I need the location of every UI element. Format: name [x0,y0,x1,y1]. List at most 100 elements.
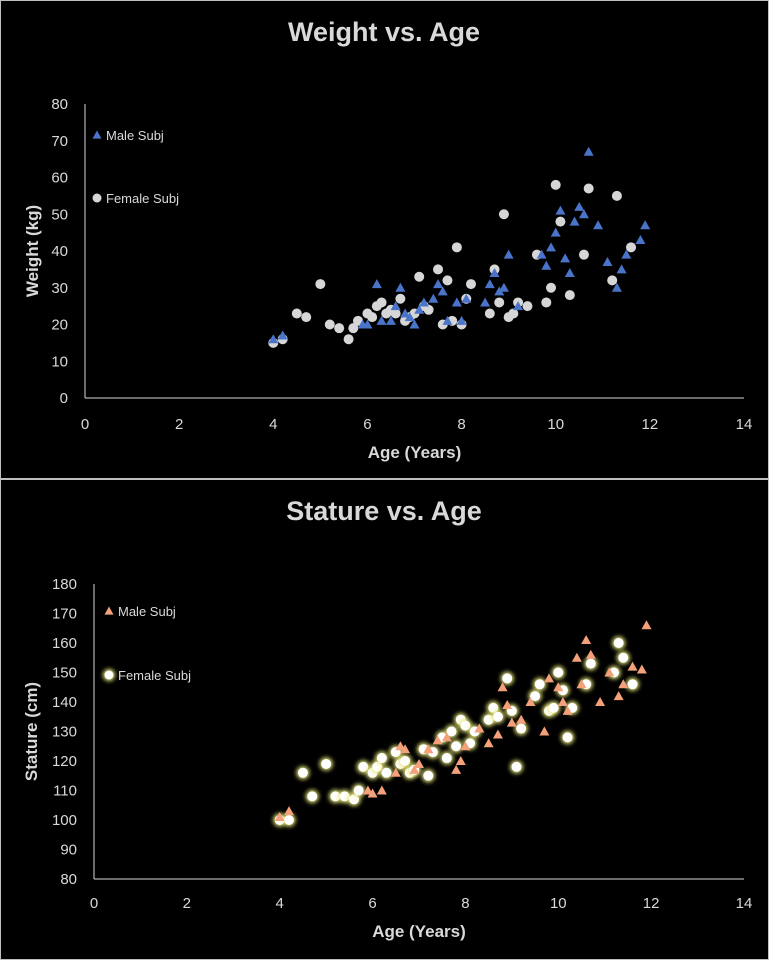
x-tick-label: 2 [175,416,183,433]
y-tick-label: 100 [52,812,77,829]
male-data-point [557,697,568,706]
male-data-point [362,785,373,795]
male-data-point [581,635,592,645]
male-data-point [489,268,500,278]
male-data-point [593,220,604,230]
male-data-point [641,620,652,630]
female-data-point [315,279,326,290]
male-data-point [423,744,434,754]
male-data-point [483,738,494,748]
female-data-point [484,308,495,319]
y-tick-label: 0 [60,390,68,407]
female-data-point [613,638,624,648]
male-data-point [569,216,580,226]
male-data-point [546,242,557,252]
male-data-point [636,664,647,674]
female-data-point [508,308,519,319]
weight-chart-panel: Weight vs. Age 0 10 20 30 40 50 60 70 80 0 2 4 6 8 10 12… [0,0,769,479]
x-tick-label: 8 [457,416,465,433]
male-data-point [395,282,406,292]
male-data-point [414,758,424,768]
y-tick-label: 10 [51,353,68,370]
male-data-point [492,729,503,739]
female-data-point [433,264,444,275]
female-data-point [367,312,378,323]
male-data-point [583,146,594,156]
male-data-point [284,806,294,816]
male-data-point [544,673,554,683]
female-data-point [546,282,557,293]
y-tick-label: 40 [51,243,68,260]
male-data-point [437,286,448,296]
chart-title: Weight vs. Age [288,17,480,47]
male-data-point [560,253,571,263]
x-axis-label: Age (Years) [372,922,466,941]
y-tick-label: 80 [51,96,68,113]
male-data-point [602,257,613,267]
legend-female-marker [92,193,102,203]
weight-vs-age-chart: Weight vs. Age 0 10 20 30 40 50 60 70 80 0 2 4 6 8 10 12… [23,17,753,462]
female-data-point [516,723,527,734]
male-data-point [635,234,646,244]
female-data-point [578,249,589,260]
female-data-point [441,753,452,764]
male-data-point [513,301,524,311]
x-tick-label: 8 [461,895,469,912]
female-data-point [522,301,533,312]
female-data-point [390,308,401,319]
female-data-point [626,242,637,253]
x-tick-label: 12 [643,895,660,912]
male-data-point [541,260,552,270]
female-data-point [618,652,629,663]
female-data-point [585,658,596,669]
male-data-point [564,268,575,278]
female-data-point [627,679,638,690]
male-data-point [442,315,453,325]
male-data-point [516,714,527,724]
male-data-point [451,297,462,307]
male-data-point [268,334,279,344]
y-tick-label: 60 [51,170,68,187]
male-data-point [613,691,624,701]
female-data-point [297,767,308,778]
male-data-point [627,661,638,671]
female-data-point [494,297,505,308]
female-data-point [498,209,509,220]
female-data-point [400,756,411,766]
male-data-point [539,726,550,736]
male-data-point [409,319,420,329]
x-tick-label: 14 [736,895,753,912]
x-tick-label: 14 [736,416,753,433]
male-data-point [474,723,485,733]
male-data-point [506,717,517,727]
male-data-point [585,649,596,659]
x-tick-label: 10 [547,416,564,433]
legend-male-marker [104,606,114,615]
y-tick-label: 150 [52,665,77,682]
male-data-point [503,249,514,259]
female-data-point [324,319,335,330]
male-data-point [578,209,589,219]
female-data-point [423,304,434,315]
male-data-point [525,697,536,706]
female-data-point [301,312,312,323]
x-tick-label: 6 [368,895,376,912]
male-data-point [461,293,472,303]
male-data-point [456,315,467,325]
male-data-point [428,293,439,303]
male-data-point [616,264,627,274]
x-axis-label: Age (Years) [368,443,462,462]
female-data-point [321,758,332,769]
y-tick-label: 180 [52,576,77,593]
male-data-point [451,764,462,774]
female-data-point [460,720,471,731]
male-data-point [390,301,401,311]
female-data-point [607,275,618,286]
y-axis-label: Stature (cm) [22,682,41,781]
male-data-point [460,741,471,751]
y-tick-label: 140 [52,694,77,711]
female-data-point [353,315,364,326]
female-data-point [446,726,457,737]
male-data-point [611,282,622,292]
male-data-point [555,205,566,215]
